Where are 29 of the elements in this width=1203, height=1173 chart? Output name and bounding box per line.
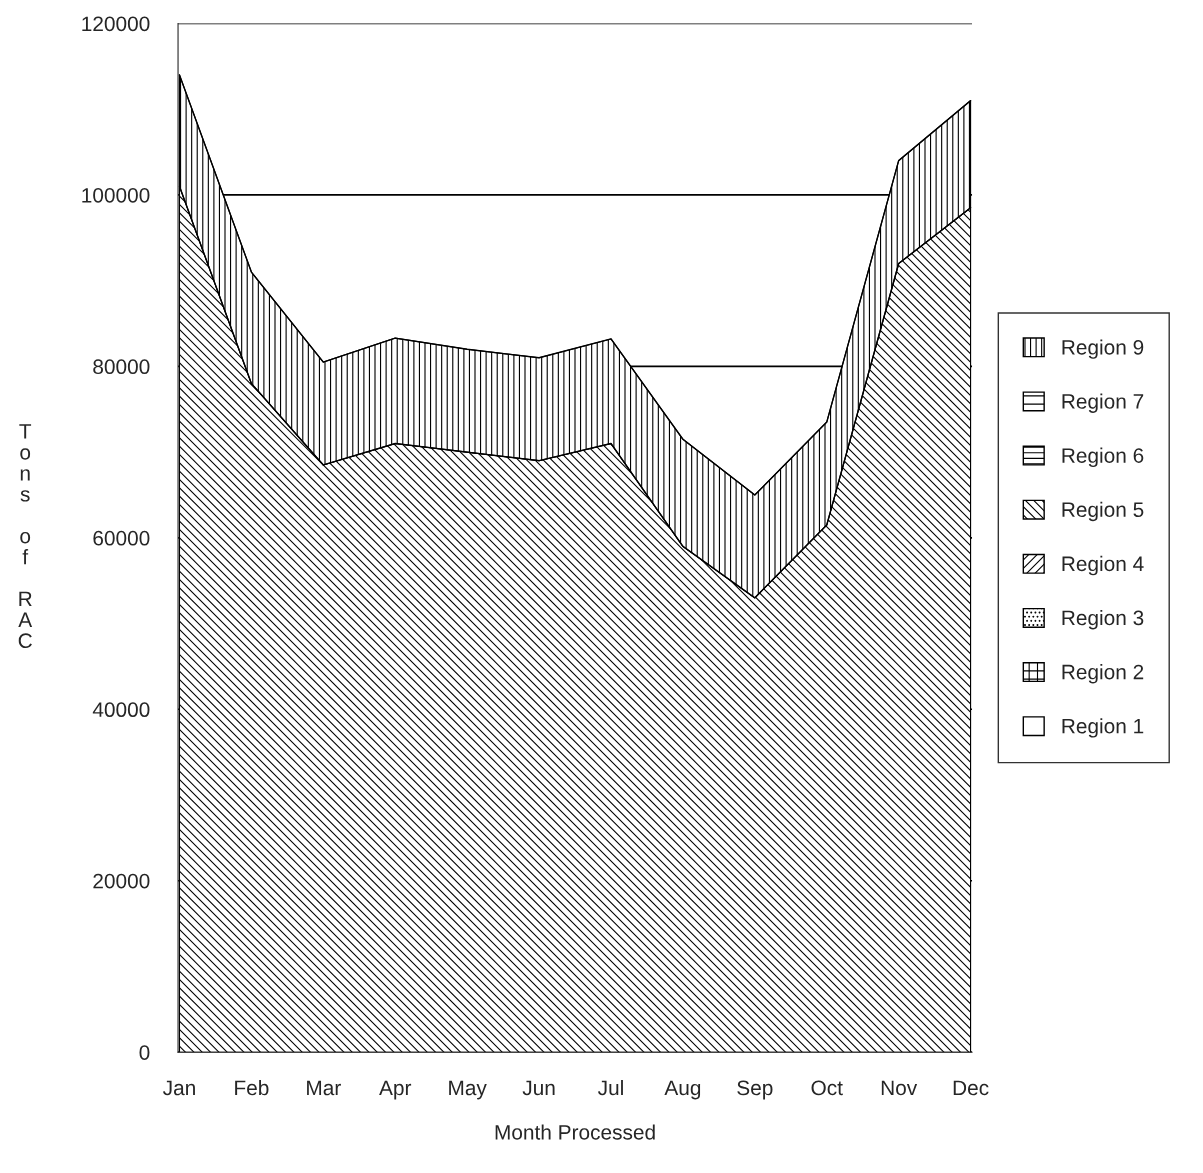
legend-label: Region 4 [1062, 555, 1144, 576]
x-tick-label: Jul [598, 1079, 623, 1096]
x-tick-label: Aug [664, 1080, 701, 1100]
y-tick-label: 40000 [92, 702, 150, 718]
x-axis-title: Month Processed [495, 1124, 655, 1140]
x-tick-label: Jan [163, 1080, 195, 1096]
y-tick-label: 80000 [93, 359, 150, 375]
legend-label: Region 2 [1062, 664, 1144, 684]
x-tick-label: Oct [811, 1080, 843, 1096]
legend-label: Region 6 [1062, 447, 1144, 468]
legend-label: Region 9 [1062, 339, 1144, 359]
legend-label: Region 7 [1062, 393, 1144, 413]
x-tick-label: Mar [307, 1080, 341, 1096]
y-tick-label: 100000 [82, 187, 150, 203]
y-tick-label: 60000 [93, 530, 150, 546]
y-tick-label: 20000 [93, 873, 150, 889]
legend-label: Region 1 [1062, 718, 1144, 738]
x-tick-label: Feb [235, 1079, 269, 1096]
text: Tons of RAC [18, 424, 33, 649]
x-tick-label: Sep [737, 1080, 773, 1100]
legend-label: Region 3 [1062, 609, 1144, 630]
x-tick-label: Apr [379, 1080, 412, 1100]
x-tick-label: Jun [522, 1080, 555, 1096]
x-tick-label: Dec [953, 1080, 989, 1096]
x-tick-label: May [449, 1080, 487, 1100]
y-tick-label: 120000 [82, 16, 150, 32]
x-tick-label: Nov [881, 1080, 918, 1096]
y-tick-label: 0 [139, 1045, 150, 1060]
legend-label: Region 5 [1062, 501, 1144, 522]
